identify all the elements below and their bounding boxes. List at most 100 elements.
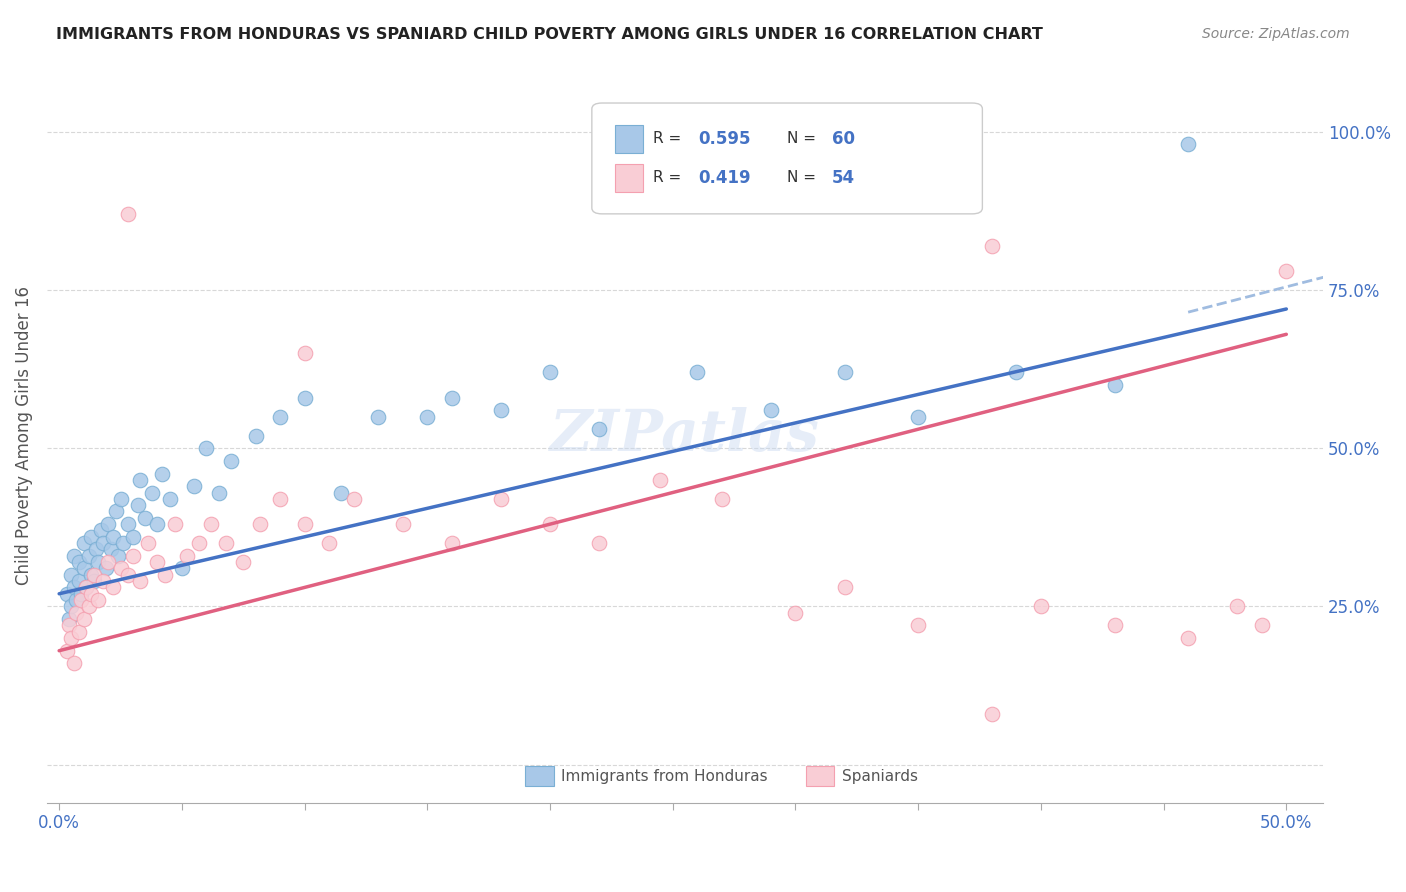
- Point: [129, 574, 152, 588]
- Point: [117, 567, 139, 582]
- FancyBboxPatch shape: [806, 766, 834, 787]
- Text: 54: 54: [832, 169, 855, 187]
- Point: [710, 491, 733, 506]
- Point: [1029, 599, 1052, 614]
- Point: [63, 549, 86, 563]
- Text: IMMIGRANTS FROM HONDURAS VS SPANIARD CHILD POVERTY AMONG GIRLS UNDER 16 CORRELAT: IMMIGRANTS FROM HONDURAS VS SPANIARD CHI…: [56, 27, 1043, 42]
- Point: [60, 567, 83, 582]
- Point: [440, 391, 463, 405]
- Point: [294, 346, 316, 360]
- Text: Source: ZipAtlas.com: Source: ZipAtlas.com: [1202, 27, 1350, 41]
- Point: [80, 567, 103, 582]
- Point: [153, 567, 176, 582]
- Point: [77, 599, 100, 614]
- Point: [129, 473, 152, 487]
- Point: [101, 581, 124, 595]
- Point: [759, 403, 782, 417]
- Point: [200, 517, 222, 532]
- Text: Immigrants from Honduras: Immigrants from Honduras: [561, 769, 768, 784]
- Point: [330, 485, 353, 500]
- Point: [1177, 137, 1199, 152]
- Point: [170, 561, 193, 575]
- Point: [104, 504, 127, 518]
- Text: Spaniards: Spaniards: [842, 769, 918, 784]
- Point: [77, 549, 100, 563]
- Y-axis label: Child Poverty Among Girls Under 16: Child Poverty Among Girls Under 16: [15, 286, 32, 585]
- Point: [588, 536, 610, 550]
- Point: [183, 479, 205, 493]
- Point: [73, 612, 96, 626]
- Point: [269, 409, 291, 424]
- Point: [343, 491, 366, 506]
- Point: [1177, 631, 1199, 645]
- Point: [58, 612, 80, 626]
- Point: [97, 555, 120, 569]
- Point: [294, 517, 316, 532]
- Point: [440, 536, 463, 550]
- FancyBboxPatch shape: [592, 103, 983, 214]
- Point: [94, 561, 117, 575]
- Point: [55, 587, 77, 601]
- FancyBboxPatch shape: [614, 164, 643, 192]
- Point: [65, 606, 87, 620]
- Text: R =: R =: [654, 131, 686, 146]
- Point: [97, 517, 120, 532]
- Point: [75, 581, 97, 595]
- Point: [588, 422, 610, 436]
- Point: [80, 587, 103, 601]
- Point: [215, 536, 238, 550]
- Point: [111, 536, 134, 550]
- Point: [60, 599, 83, 614]
- Point: [90, 524, 112, 538]
- Point: [73, 536, 96, 550]
- Point: [367, 409, 389, 424]
- Point: [294, 391, 316, 405]
- Point: [55, 644, 77, 658]
- Point: [107, 549, 129, 563]
- Point: [1005, 365, 1028, 379]
- Point: [87, 593, 110, 607]
- Point: [416, 409, 439, 424]
- Point: [1104, 378, 1126, 392]
- Point: [117, 207, 139, 221]
- Text: 0.419: 0.419: [697, 169, 751, 187]
- Point: [489, 491, 512, 506]
- Point: [67, 624, 90, 639]
- Point: [67, 574, 90, 588]
- Point: [146, 555, 169, 569]
- Point: [101, 530, 124, 544]
- Point: [489, 403, 512, 417]
- Point: [63, 657, 86, 671]
- Point: [195, 441, 218, 455]
- Point: [538, 517, 561, 532]
- Point: [67, 555, 90, 569]
- Point: [75, 581, 97, 595]
- Point: [80, 530, 103, 544]
- FancyBboxPatch shape: [526, 766, 554, 787]
- Point: [150, 467, 173, 481]
- Point: [83, 574, 105, 588]
- Point: [907, 618, 929, 632]
- Point: [269, 491, 291, 506]
- Point: [188, 536, 211, 550]
- Point: [907, 409, 929, 424]
- Point: [785, 606, 807, 620]
- Point: [58, 618, 80, 632]
- Point: [1104, 618, 1126, 632]
- Point: [121, 530, 143, 544]
- Point: [219, 454, 242, 468]
- Point: [65, 593, 87, 607]
- Text: ZIPatlas: ZIPatlas: [550, 408, 820, 464]
- Point: [63, 581, 86, 595]
- Point: [60, 631, 83, 645]
- Point: [83, 567, 105, 582]
- Point: [538, 365, 561, 379]
- Point: [980, 706, 1002, 721]
- Point: [208, 485, 231, 500]
- Point: [73, 561, 96, 575]
- Text: 60: 60: [832, 130, 855, 148]
- Point: [100, 542, 122, 557]
- Text: N =: N =: [787, 131, 821, 146]
- Point: [686, 365, 709, 379]
- Text: 0.595: 0.595: [697, 130, 751, 148]
